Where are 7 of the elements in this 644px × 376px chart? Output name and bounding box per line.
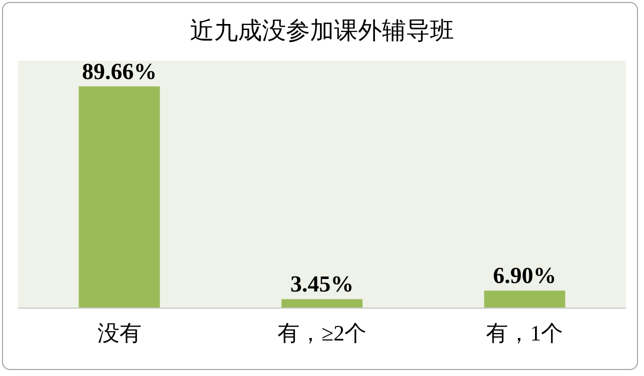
- x-tick-label: 没有: [97, 320, 142, 346]
- data-label: 89.66%: [82, 58, 157, 84]
- data-label: 3.45%: [290, 272, 354, 297]
- x-tick-label: 有，1个: [486, 320, 564, 346]
- data-label: 6.90%: [493, 263, 556, 288]
- x-tick-label: 有，≥2个: [277, 320, 367, 346]
- chart-title: 近九成没参加课外辅导班: [190, 18, 454, 45]
